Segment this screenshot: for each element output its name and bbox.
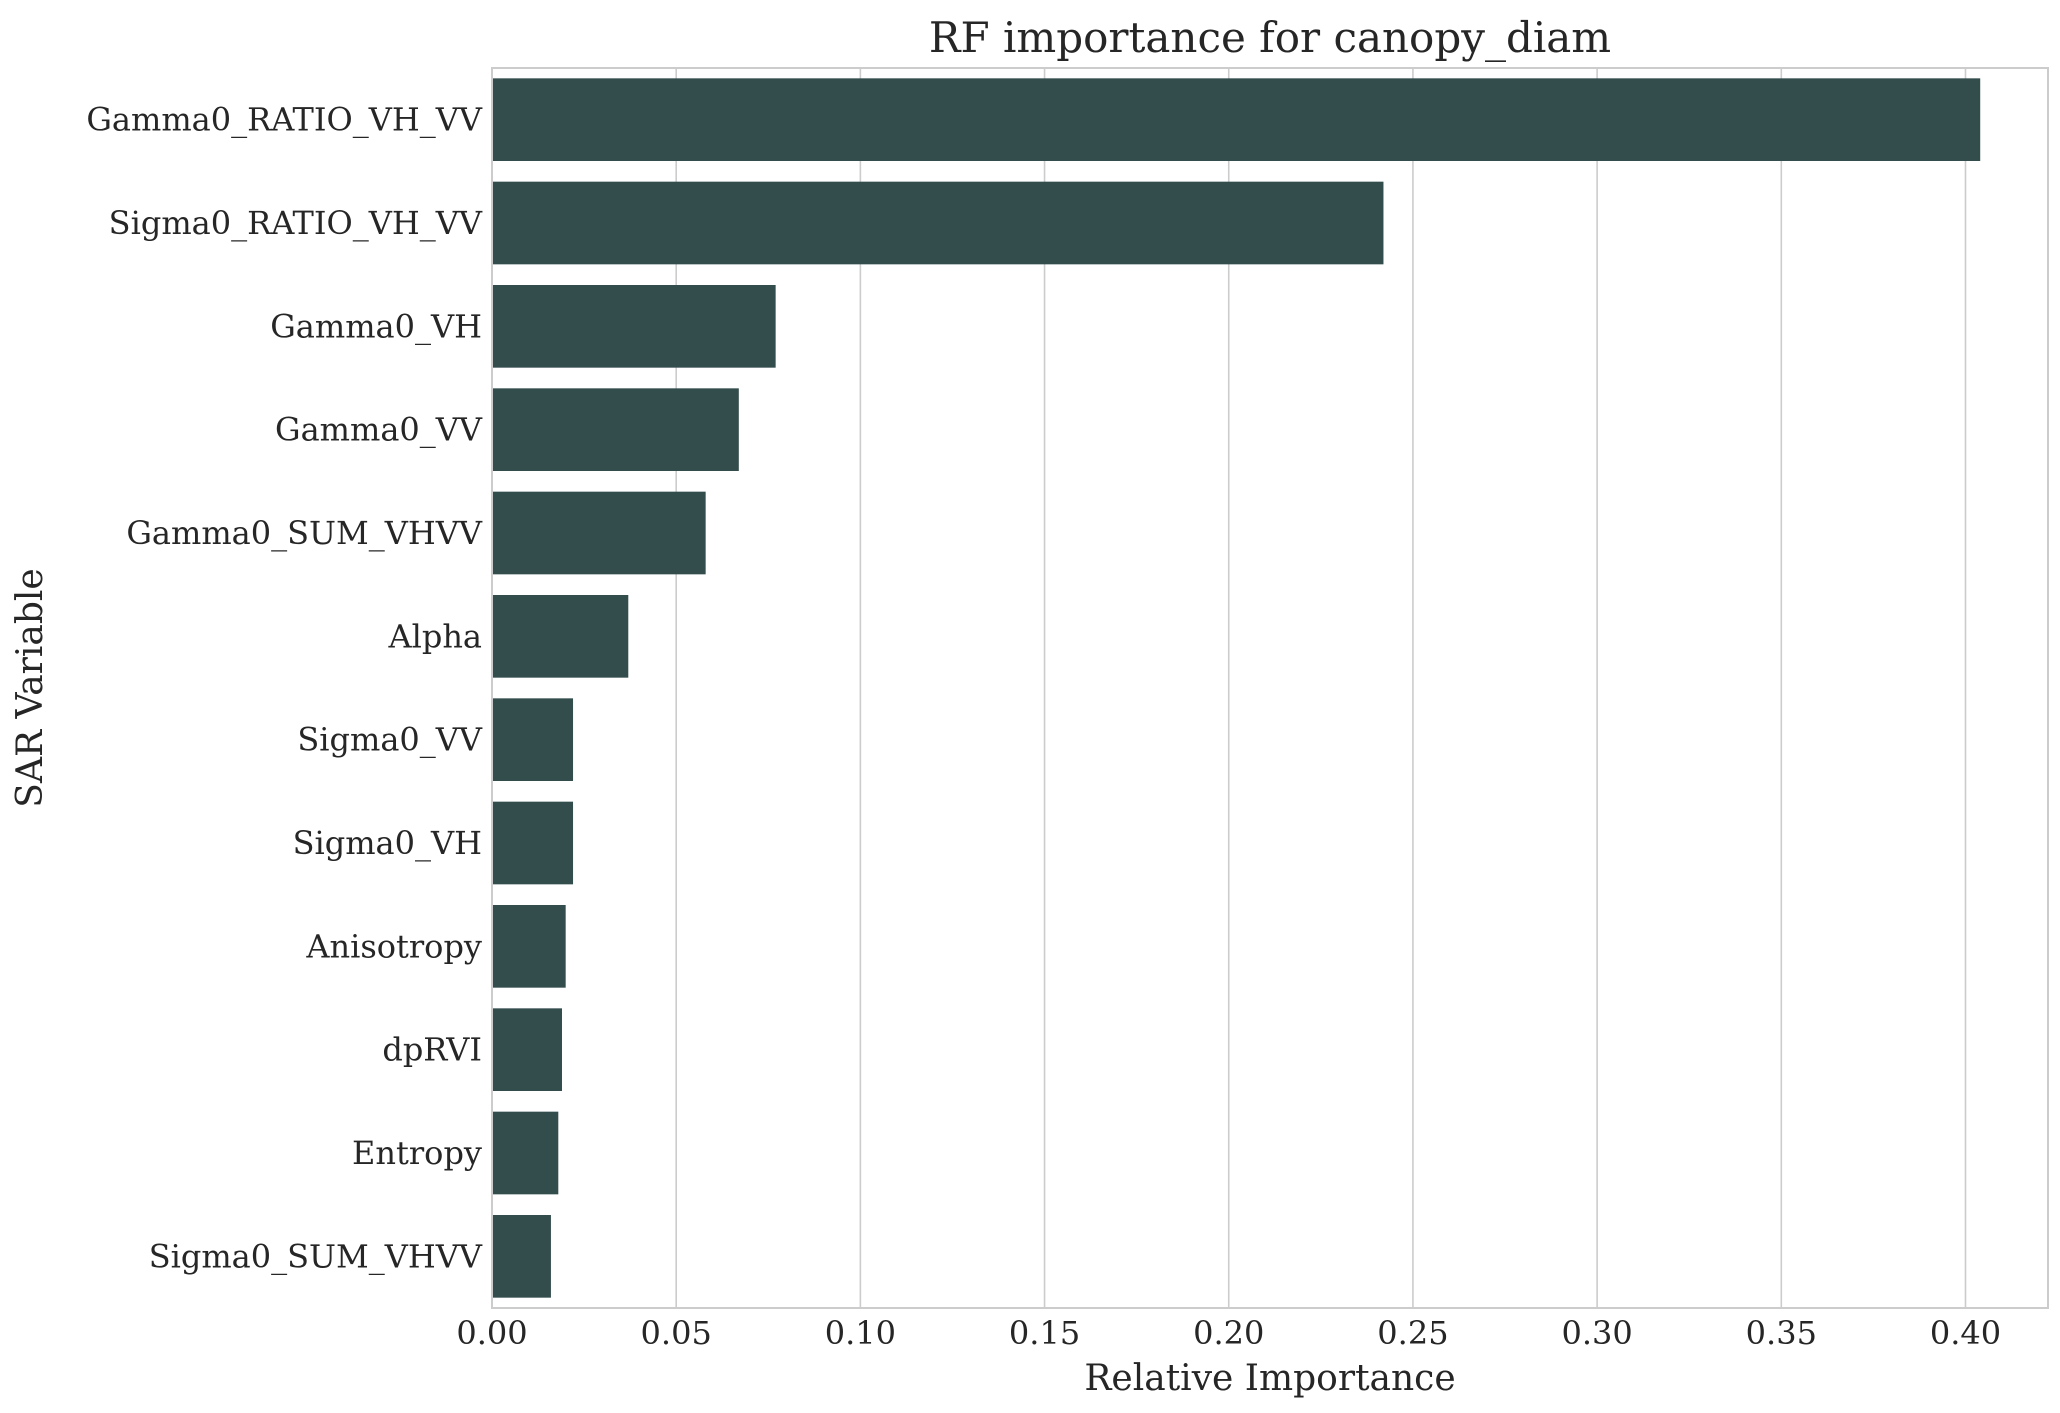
x-tick-label: 0.00 — [456, 1314, 527, 1352]
y-tick-label: dpRVI — [382, 1031, 482, 1069]
y-tick-label: Sigma0_VV — [297, 721, 483, 759]
x-tick-label: 0.20 — [1193, 1314, 1264, 1352]
y-tick-label: Entropy — [352, 1134, 482, 1172]
bar-dprvi — [492, 1008, 562, 1091]
bar-gamma0-sum-vhvv — [492, 491, 706, 575]
y-tick-label: Gamma0_RATIO_VH_VV — [86, 101, 483, 139]
x-tick-label: 0.30 — [1561, 1314, 1632, 1352]
x-tick-label: 0.35 — [1746, 1314, 1817, 1352]
chart-title: RF importance for canopy_diam — [929, 13, 1611, 62]
bar-sigma0-vv — [492, 698, 574, 781]
x-tick-label: 0.15 — [1009, 1314, 1080, 1352]
y-tick-label: Anisotropy — [305, 927, 482, 965]
y-axis-title: SAR Variable — [10, 568, 51, 807]
y-tick-label: Sigma0_RATIO_VH_VV — [109, 204, 483, 242]
x-tick-label: 0.25 — [1377, 1314, 1448, 1352]
x-tick-label: 0.10 — [825, 1314, 896, 1352]
y-tick-label: Sigma0_VH — [293, 824, 482, 862]
bar-anisotropy — [492, 905, 566, 988]
bar-alpha — [492, 595, 629, 678]
y-tick-labels: Gamma0_RATIO_VH_VV Sigma0_RATIO_VH_VV Gamm… — [86, 101, 483, 1276]
bar-gamma0-vv — [492, 388, 739, 471]
x-tick-labels: 0.00 0.05 0.10 0.15 0.20 0.25 0.30 0.35 0.40 — [456, 1314, 2001, 1352]
plot-frame — [491, 67, 2049, 1309]
y-tick-label: Sigma0_SUM_VHVV — [149, 1237, 483, 1275]
bars — [492, 78, 1981, 1298]
bar-entropy — [492, 1111, 559, 1195]
y-tick-label: Gamma0_VH — [270, 307, 482, 345]
y-tick-label: Gamma0_SUM_VHVV — [126, 514, 483, 552]
bar-sigma0-vh — [492, 801, 574, 885]
bar-gamma0-vh — [492, 285, 776, 368]
x-tick-label: 0.05 — [641, 1314, 712, 1352]
bar-gamma0-ratio-vh-vv — [492, 78, 1981, 161]
bar-sigma0-ratio-vh-vv — [492, 181, 1384, 265]
x-axis-title: Relative Importance — [1084, 1358, 1455, 1399]
y-tick-label: Alpha — [387, 617, 482, 655]
bar-sigma0-sum-vhvv — [492, 1215, 551, 1298]
y-tick-label: Gamma0_VV — [275, 411, 483, 449]
x-tick-label: 0.40 — [1930, 1314, 2001, 1352]
